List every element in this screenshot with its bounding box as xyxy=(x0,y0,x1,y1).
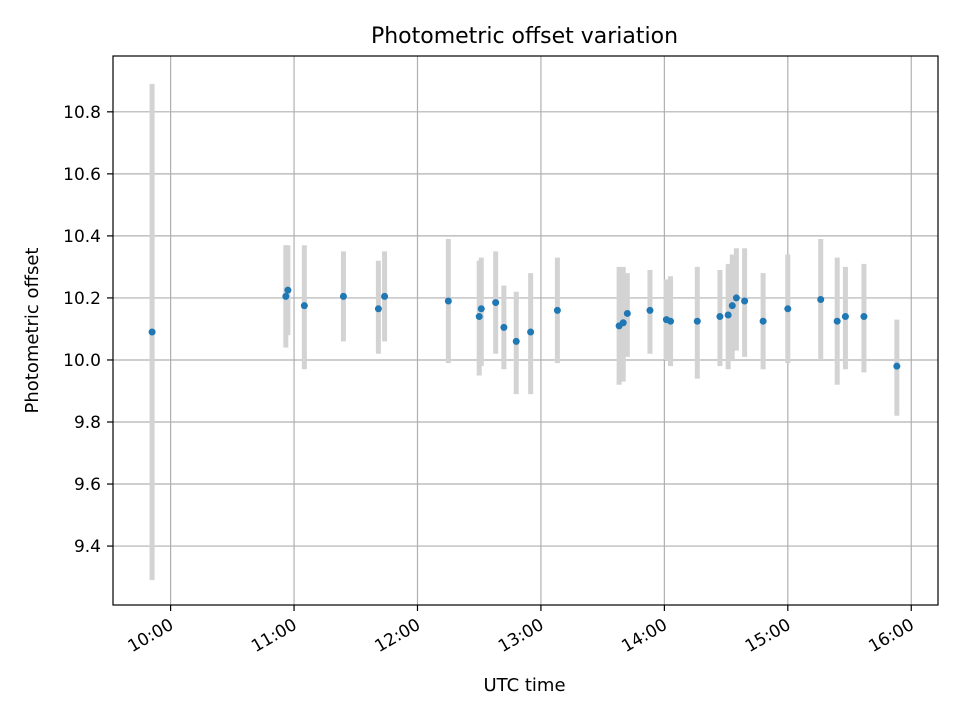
data-point xyxy=(693,317,701,325)
x-tick-label: 13:00 xyxy=(495,615,547,657)
y-tick-label: 9.6 xyxy=(74,475,101,495)
data-point xyxy=(784,305,792,313)
y-tick-label: 10.4 xyxy=(63,227,101,247)
data-point xyxy=(282,292,290,300)
data-point xyxy=(500,323,508,331)
data-point xyxy=(553,306,561,314)
data-point xyxy=(374,305,382,313)
data-point xyxy=(817,295,825,303)
data-point xyxy=(477,305,485,313)
grid-lines xyxy=(113,56,938,605)
x-tick-label: 14:00 xyxy=(618,615,670,657)
data-point xyxy=(381,292,389,300)
error-bars xyxy=(149,83,900,581)
data-point xyxy=(724,311,732,319)
y-tick-label: 9.8 xyxy=(74,413,101,433)
data-point xyxy=(833,317,841,325)
data-point xyxy=(893,362,901,370)
data-point xyxy=(728,302,736,310)
data-point xyxy=(841,313,849,321)
data-point xyxy=(300,302,308,310)
data-point xyxy=(732,294,740,302)
data-point xyxy=(148,328,156,336)
data-point xyxy=(339,292,347,300)
data-point xyxy=(512,337,520,345)
data-point xyxy=(619,319,627,327)
y-axis-ticks: 9.4 9.6 9.8 10.0 10.2 10.4 10.6 10.8 xyxy=(63,103,113,557)
x-tick-label: 11:00 xyxy=(248,615,300,657)
data-point xyxy=(527,328,535,336)
y-tick-label: 9.4 xyxy=(74,537,101,557)
data-point xyxy=(492,299,500,307)
data-points xyxy=(148,286,901,370)
data-point xyxy=(741,297,749,305)
data-point xyxy=(716,313,724,321)
data-point xyxy=(860,313,868,321)
x-tick-label: 10:00 xyxy=(125,615,177,657)
x-tick-label: 12:00 xyxy=(372,615,424,657)
y-tick-label: 10.0 xyxy=(63,351,101,371)
chart-title: Photometric offset variation xyxy=(371,24,678,49)
data-point xyxy=(475,313,483,321)
data-point xyxy=(667,317,675,325)
y-axis-label: Photometric offset xyxy=(22,248,43,414)
plot-frame xyxy=(112,55,939,606)
data-point xyxy=(759,317,767,325)
y-tick-label: 10.2 xyxy=(63,289,101,309)
y-tick-label: 10.8 xyxy=(63,103,101,123)
x-axis-label: UTC time xyxy=(483,675,565,696)
data-point xyxy=(646,306,654,314)
y-tick-label: 10.6 xyxy=(63,165,101,185)
x-tick-label: 15:00 xyxy=(742,615,794,657)
data-point xyxy=(444,297,452,305)
x-axis-ticks: 10:00 11:00 12:00 13:00 14:00 15:00 16:00 xyxy=(125,605,918,657)
data-point xyxy=(623,309,631,317)
x-tick-label: 16:00 xyxy=(865,615,917,657)
data-point xyxy=(284,286,292,294)
